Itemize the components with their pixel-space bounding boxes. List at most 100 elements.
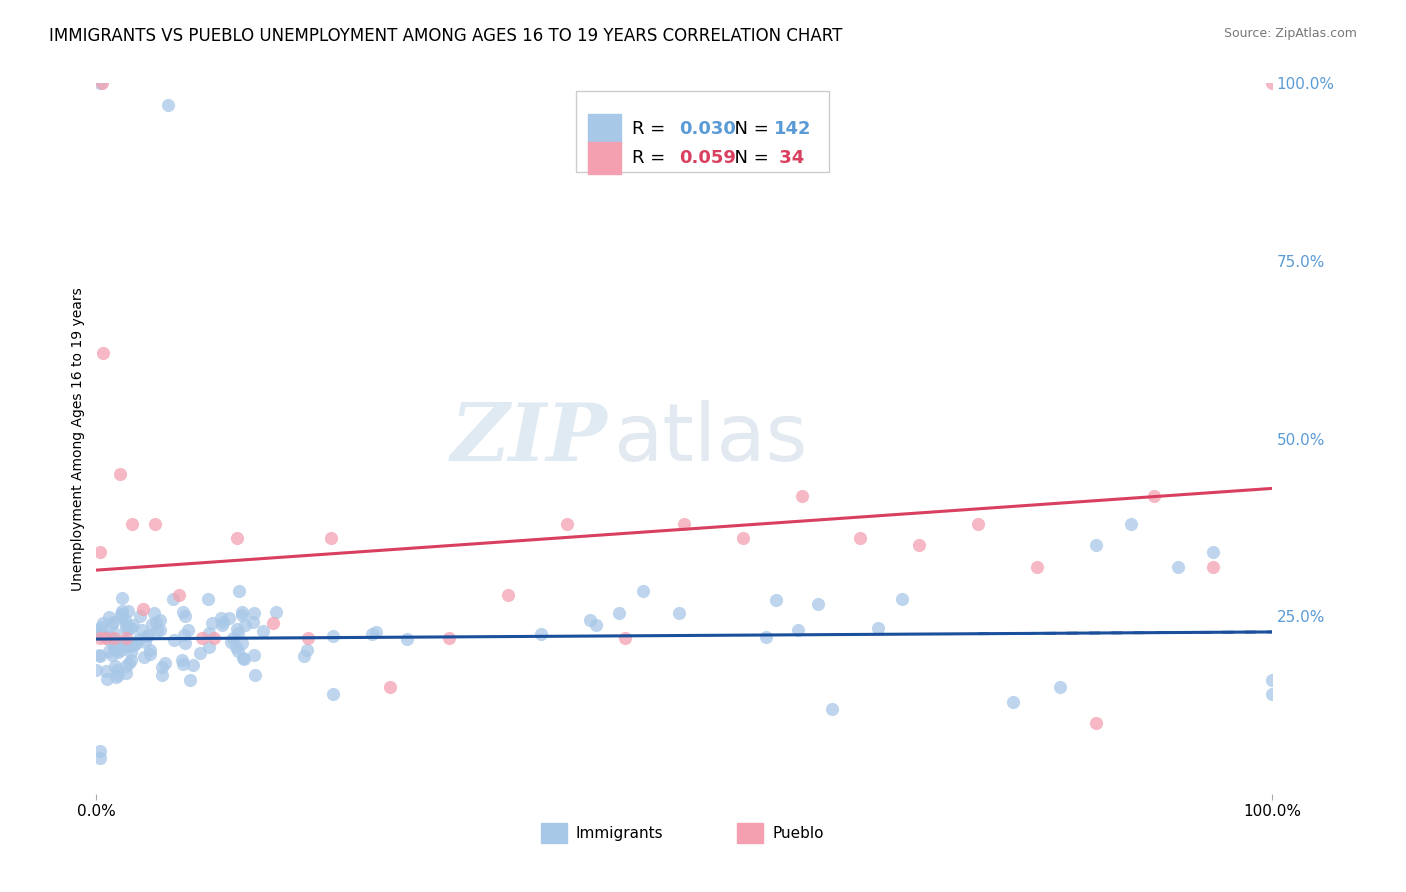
- Point: [225, 640, 247, 655]
- Point: [1025, 559, 1047, 574]
- Point: [105, 663, 128, 677]
- Point: [131, 624, 153, 638]
- Point: [134, 635, 156, 649]
- Point: [89, 77, 111, 91]
- Point: [86, 663, 108, 677]
- Point: [89, 626, 111, 640]
- Point: [233, 652, 256, 666]
- Point: [103, 631, 125, 645]
- Point: [149, 623, 172, 637]
- Text: Source: ZipAtlas.com: Source: ZipAtlas.com: [1223, 27, 1357, 40]
- Point: [89, 631, 111, 645]
- Point: [787, 623, 810, 637]
- Point: [790, 489, 813, 503]
- Point: [242, 615, 264, 629]
- Point: [114, 622, 136, 636]
- Point: [226, 626, 249, 640]
- Point: [496, 588, 519, 602]
- Point: [1167, 559, 1189, 574]
- Point: [908, 538, 931, 552]
- Point: [209, 611, 232, 625]
- Point: [242, 606, 264, 620]
- Point: [765, 593, 787, 607]
- Point: [135, 629, 157, 643]
- Point: [118, 639, 141, 653]
- Point: [173, 628, 195, 642]
- Point: [111, 609, 134, 624]
- Point: [107, 668, 129, 682]
- Point: [807, 597, 830, 611]
- Point: [380, 681, 402, 695]
- Point: [145, 615, 167, 629]
- Point: [167, 588, 190, 602]
- Point: [87, 648, 110, 662]
- Point: [93, 346, 115, 360]
- Point: [614, 631, 637, 645]
- Point: [118, 657, 141, 671]
- Point: [578, 613, 600, 627]
- Point: [179, 673, 201, 687]
- Y-axis label: Unemployment Among Ages 16 to 19 years: Unemployment Among Ages 16 to 19 years: [72, 287, 86, 591]
- Point: [243, 648, 266, 662]
- Text: N =: N =: [723, 120, 775, 138]
- Point: [141, 617, 163, 632]
- Point: [231, 607, 253, 622]
- Point: [115, 665, 138, 680]
- Point: [292, 648, 315, 663]
- FancyBboxPatch shape: [541, 823, 567, 843]
- Point: [125, 636, 148, 650]
- Point: [396, 632, 419, 647]
- Point: [110, 607, 132, 621]
- Point: [96, 672, 118, 686]
- Point: [120, 640, 142, 654]
- Point: [143, 516, 166, 531]
- Point: [89, 744, 111, 758]
- Point: [755, 630, 778, 644]
- Point: [94, 664, 117, 678]
- Point: [231, 636, 253, 650]
- Text: N =: N =: [723, 149, 775, 167]
- Text: 34: 34: [773, 149, 804, 167]
- Point: [94, 631, 117, 645]
- Point: [226, 531, 249, 545]
- Point: [97, 610, 120, 624]
- Point: [101, 616, 124, 631]
- Point: [585, 617, 607, 632]
- Point: [122, 638, 145, 652]
- Point: [121, 618, 143, 632]
- Text: Immigrants: Immigrants: [576, 825, 664, 840]
- Point: [322, 629, 344, 643]
- Point: [202, 631, 225, 645]
- Point: [188, 646, 211, 660]
- Text: R =: R =: [633, 149, 672, 167]
- Point: [361, 626, 384, 640]
- Point: [120, 621, 142, 635]
- Point: [120, 653, 142, 667]
- Point: [100, 648, 122, 662]
- Point: [138, 628, 160, 642]
- Point: [108, 639, 131, 653]
- Point: [321, 531, 343, 545]
- Point: [191, 631, 214, 645]
- Point: [197, 592, 219, 607]
- FancyBboxPatch shape: [576, 91, 828, 172]
- Point: [322, 688, 344, 702]
- Point: [110, 642, 132, 657]
- Point: [86, 623, 108, 637]
- Point: [107, 641, 129, 656]
- Point: [1202, 545, 1225, 559]
- Point: [555, 516, 578, 531]
- Point: [139, 647, 162, 661]
- Point: [114, 634, 136, 648]
- Point: [868, 621, 890, 635]
- FancyBboxPatch shape: [588, 143, 620, 174]
- Point: [222, 631, 245, 645]
- Point: [115, 618, 138, 632]
- Point: [114, 636, 136, 650]
- Point: [150, 668, 173, 682]
- Point: [174, 608, 197, 623]
- Point: [1084, 538, 1107, 552]
- Point: [117, 622, 139, 636]
- Point: [120, 645, 142, 659]
- Text: 142: 142: [773, 120, 811, 138]
